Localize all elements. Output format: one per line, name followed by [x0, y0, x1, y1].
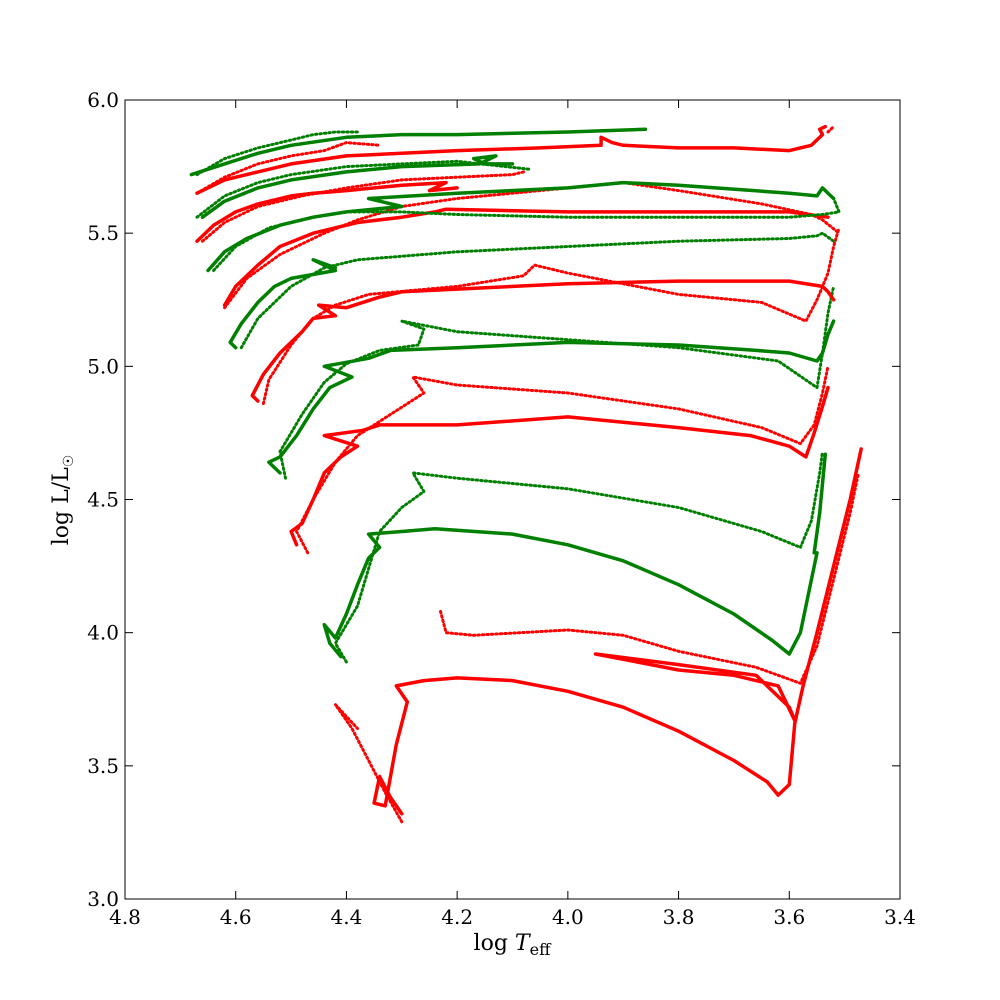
red-solid-track-0 — [372, 447, 863, 816]
green-solid-track-17 — [206, 180, 836, 273]
red-dotted-track-8 — [295, 364, 830, 555]
red-solid-track-11 — [250, 279, 836, 403]
red-dotted-track-12 — [261, 226, 841, 406]
red-dotted-track-3 — [439, 471, 860, 685]
evolution-tracks — [189, 124, 863, 824]
green-dotted-track-27 — [195, 130, 359, 177]
red-solid-track-7 — [289, 385, 830, 547]
y-tick-label: 3.5 — [87, 754, 119, 778]
green-solid-track-26 — [189, 127, 648, 177]
x-tick-label: 3.6 — [773, 905, 805, 929]
green-dotted-track-18 — [212, 197, 841, 272]
green-dotted-track-22 — [195, 159, 531, 219]
x-tick-label: 4.4 — [331, 905, 363, 929]
green-solid-track-9 — [267, 319, 836, 475]
y-axis-label: log L/L☉ — [49, 455, 77, 546]
axis-ticks: 4.8 4.6 4.4 4.2 4.0 3.8 3.6 3.4 3.0 3.5 4.0 4.5 5.0 5… — [87, 88, 916, 929]
y-tick-label: 5.5 — [87, 221, 119, 245]
y-tick-label: 3.0 — [87, 887, 119, 911]
x-tick-label: 4.2 — [441, 905, 473, 929]
green-dotted-track-10 — [278, 284, 836, 480]
y-tick-label: 4.5 — [87, 488, 119, 512]
red-dotted-track-16 — [223, 181, 841, 310]
x-tick-label: 4.6 — [220, 905, 252, 929]
x-tick-label: 3.8 — [663, 905, 695, 929]
green-solid-track-6 — [812, 452, 828, 555]
green-solid-track-13 — [228, 258, 338, 350]
red-dotted-track-25 — [826, 125, 836, 134]
y-tick-label: 4.0 — [87, 621, 119, 645]
x-tick-label: 4.8 — [109, 905, 141, 929]
x-tick-label: 4.0 — [552, 905, 584, 929]
red-solid-track-1 — [593, 652, 797, 723]
green-dotted-track-14 — [239, 231, 836, 350]
x-tick-label: 3.4 — [884, 905, 916, 929]
y-tick-label: 6.0 — [87, 88, 119, 112]
green-solid-track-4 — [322, 527, 819, 659]
red-solid-track-23 — [195, 124, 828, 195]
x-axis-label: log Teff — [474, 931, 553, 959]
red-dotted-track-24 — [195, 141, 382, 195]
green-dotted-track-5 — [333, 450, 824, 664]
red-dotted-track-20 — [201, 170, 526, 243]
red-solid-track-15 — [222, 207, 830, 307]
red-dotted-track-2 — [333, 703, 404, 824]
y-tick-label: 5.0 — [87, 354, 119, 378]
plot-frame — [124, 99, 901, 900]
green-solid-track-21 — [200, 154, 515, 219]
